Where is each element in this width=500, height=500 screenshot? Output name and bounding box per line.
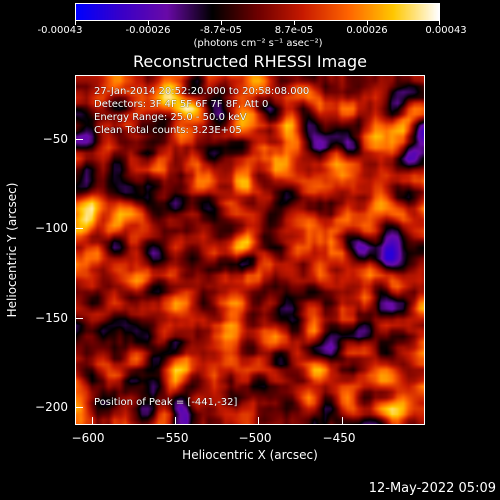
annotation-peak-position: Position of Peak = [-441,-32] [94,397,238,408]
colorbar-tick-label: 0.00026 [346,25,388,36]
y-tick-mark [75,139,83,140]
x-tick-mark [342,417,343,425]
rhessi-image-heatmap [75,75,425,425]
x-tick-mark [175,417,176,425]
colorbar-units-label: (photons cm⁻² s⁻¹ asec⁻²) [193,38,323,49]
annotation-method-counts: Clean Total counts: 3.23E+05 [94,125,242,136]
y-axis-label: Heliocentric Y (arcsec) [5,182,19,318]
x-tick-label: −500 [238,431,272,445]
colorbar-tick-label: -0.00043 [37,25,83,36]
chart-title: Reconstructed RHESSI Image [133,52,367,71]
colorbar-tick-label: 8.7e-05 [274,25,314,36]
x-tick-mark [92,417,93,425]
colorbar-tick [75,21,76,25]
colorbar-tick [367,21,368,25]
colorbar-tick-label: -0.00026 [125,25,171,36]
y-tick-mark [75,228,83,229]
y-tick-label: −50 [42,132,68,146]
annotation-time-range: 27-Jan-2014 20:52:20.000 to 20:58:08.000 [94,86,310,97]
colorbar-tick [148,21,149,25]
x-tick-label: −450 [322,431,356,445]
y-tick-mark [75,407,83,408]
x-tick-mark [258,417,259,425]
colorbar-tick-label: 0.00043 [425,25,467,36]
y-tick-label: −200 [35,400,68,414]
plot-date: 12-May-2022 05:09 [368,481,496,496]
colorbar-tick-label: -8.7e-05 [200,25,242,36]
x-tick-label: −600 [71,431,105,445]
colorbar-tick [294,21,295,25]
y-tick-label: −150 [35,311,68,325]
colorbar-tick [439,21,440,25]
x-tick-label: −550 [155,431,189,445]
y-tick-label: −100 [35,221,68,235]
annotation-detectors: Detectors: 3F 4F 5F 6F 7F 8F, Att 0 [94,99,269,110]
annotation-energy-range: Energy Range: 25.0 - 50.0 keV [94,112,247,123]
y-tick-mark [75,318,83,319]
colorbar-tick [221,21,222,25]
x-axis-label: Heliocentric X (arcsec) [182,448,318,462]
colorbar [75,3,440,21]
